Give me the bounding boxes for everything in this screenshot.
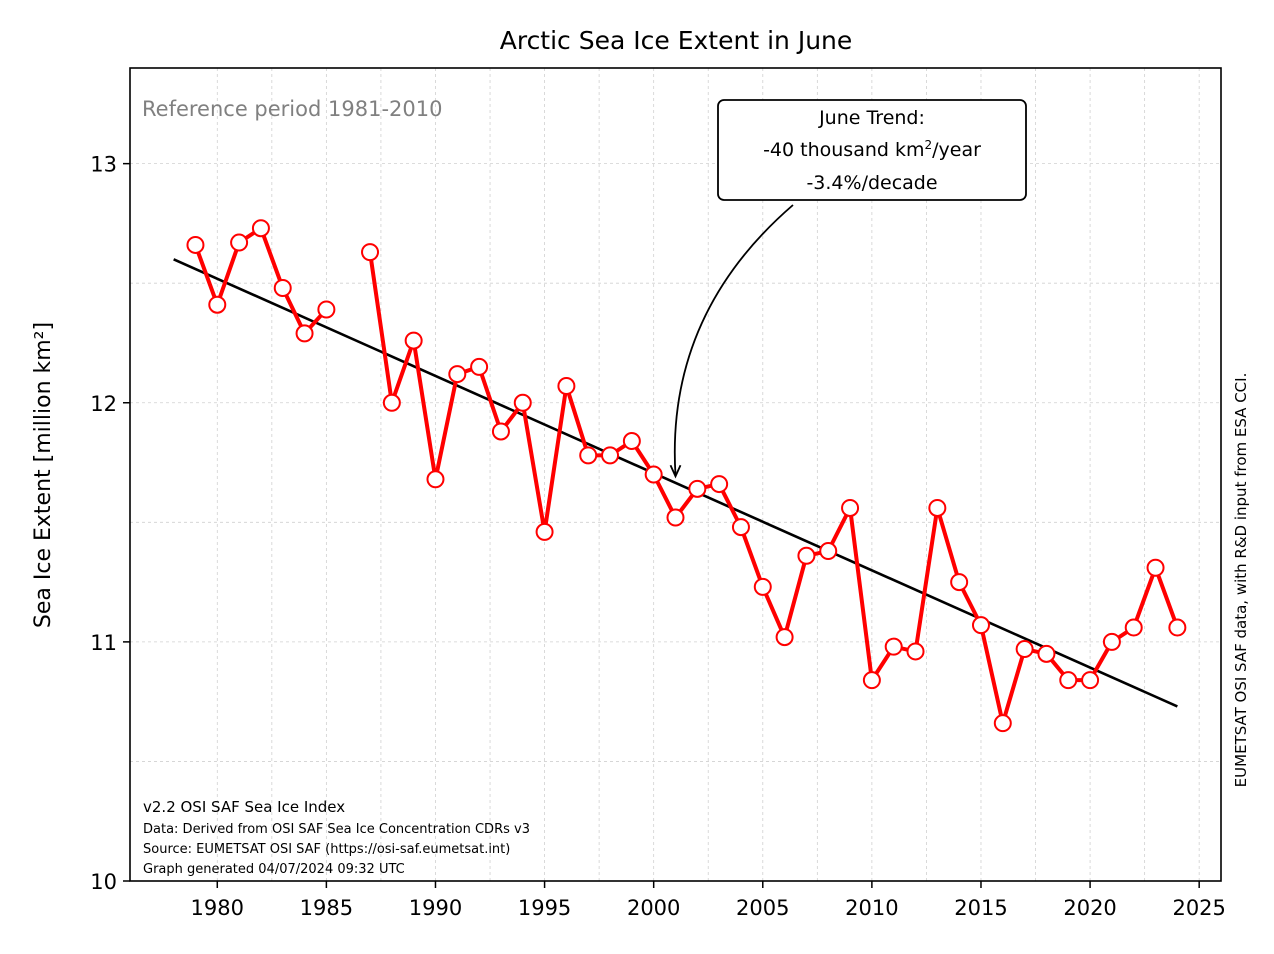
data-point bbox=[230, 233, 249, 252]
trend-line-group bbox=[173, 258, 1178, 708]
data-point bbox=[753, 577, 772, 596]
data-point bbox=[208, 295, 227, 314]
x-tick-label: 1985 bbox=[300, 896, 353, 920]
series-group bbox=[186, 219, 1187, 733]
data-point bbox=[1102, 632, 1121, 651]
data-point bbox=[1146, 558, 1165, 577]
trend-annotation-box bbox=[717, 99, 1027, 201]
x-tick-label: 2015 bbox=[954, 896, 1007, 920]
reference-period-label: Reference period 1981-2010 bbox=[142, 97, 442, 121]
data-point bbox=[1168, 618, 1187, 637]
y-tick-label: 12 bbox=[90, 392, 117, 416]
data-point bbox=[884, 637, 903, 656]
credits-line-2: Data: Derived from OSI SAF Sea Ice Conce… bbox=[143, 822, 530, 837]
credits-line-1: v2.2 OSI SAF Sea Ice Index bbox=[143, 798, 345, 816]
x-tick-label: 1995 bbox=[518, 896, 571, 920]
data-point bbox=[361, 243, 380, 262]
data-point bbox=[1037, 644, 1056, 663]
data-point bbox=[819, 542, 838, 561]
data-point bbox=[579, 446, 598, 465]
data-point bbox=[906, 642, 925, 661]
trend-box-line2-suffix: /year bbox=[932, 139, 981, 161]
data-point bbox=[382, 393, 401, 412]
x-tick-label: 1990 bbox=[409, 896, 462, 920]
data-point bbox=[426, 470, 445, 489]
trend-box-line2-sup: 2 bbox=[925, 138, 933, 152]
trend-annotation-arrow bbox=[673, 204, 794, 476]
data-point bbox=[731, 518, 750, 537]
data-point bbox=[862, 671, 881, 690]
data-point bbox=[513, 393, 532, 412]
x-tick-label: 1980 bbox=[191, 896, 244, 920]
data-point bbox=[971, 616, 990, 635]
data-point bbox=[666, 508, 685, 527]
data-point bbox=[601, 446, 620, 465]
data-point bbox=[622, 432, 641, 451]
data-point bbox=[491, 422, 510, 441]
data-point bbox=[775, 628, 794, 647]
grid bbox=[130, 68, 1221, 881]
data-point bbox=[448, 365, 467, 384]
y-axis-label-main: Sea Ice Extent [million km²] bbox=[31, 322, 56, 628]
plot-frame bbox=[129, 67, 1222, 882]
data-point bbox=[557, 377, 576, 396]
data-point bbox=[950, 573, 969, 592]
data-point bbox=[688, 479, 707, 498]
trend-box-line2-prefix: -40 thousand km bbox=[763, 139, 924, 161]
data-point bbox=[841, 498, 860, 517]
data-point bbox=[317, 300, 336, 319]
x-tick-label: 2025 bbox=[1172, 896, 1225, 920]
trend-box-line1: June Trend: bbox=[818, 107, 925, 129]
y-axis: 10 11 12 13 bbox=[90, 153, 130, 894]
data-point bbox=[644, 465, 663, 484]
trend-box-line3: -3.4%/decade bbox=[806, 172, 937, 194]
trend-line bbox=[173, 258, 1178, 708]
x-tick-label: 2020 bbox=[1063, 896, 1116, 920]
data-point bbox=[797, 546, 816, 565]
data-point bbox=[1015, 640, 1034, 659]
y-tick-label: 11 bbox=[90, 631, 117, 655]
data-point bbox=[295, 324, 314, 343]
data-point bbox=[710, 475, 729, 494]
trend-annotation-arrowhead bbox=[669, 464, 682, 479]
data-point bbox=[1059, 671, 1078, 690]
y-tick-label: 13 bbox=[90, 153, 117, 177]
data-point bbox=[273, 278, 292, 297]
data-point bbox=[993, 714, 1012, 733]
data-point bbox=[470, 357, 489, 376]
y-axis-label: Sea Ice Extent [million km²] bbox=[31, 322, 56, 628]
side-note: EUMETSAT OSI SAF data, with R&D input fr… bbox=[1232, 373, 1250, 788]
data-point bbox=[186, 235, 205, 254]
data-point bbox=[928, 498, 947, 517]
credits-line-4: Graph generated 04/07/2024 09:32 UTC bbox=[143, 862, 405, 877]
x-tick-label: 2000 bbox=[627, 896, 680, 920]
x-axis: 1980 1985 1990 1995 2000 2005 2010 2015 2020 2025 bbox=[191, 881, 1226, 920]
y-tick-label: 10 bbox=[90, 870, 117, 894]
credits-line-3: Source: EUMETSAT OSI SAF (https://osi-sa… bbox=[143, 842, 510, 857]
data-point bbox=[1081, 671, 1100, 690]
trend-box-line2: -40 thousand km2/year bbox=[763, 138, 981, 161]
x-tick-label: 2005 bbox=[736, 896, 789, 920]
x-tick-label: 2010 bbox=[845, 896, 898, 920]
chart-title: Arctic Sea Ice Extent in June bbox=[500, 26, 853, 55]
data-point bbox=[251, 219, 270, 238]
data-point bbox=[404, 331, 423, 350]
data-point bbox=[535, 522, 554, 541]
data-point bbox=[1124, 618, 1143, 637]
